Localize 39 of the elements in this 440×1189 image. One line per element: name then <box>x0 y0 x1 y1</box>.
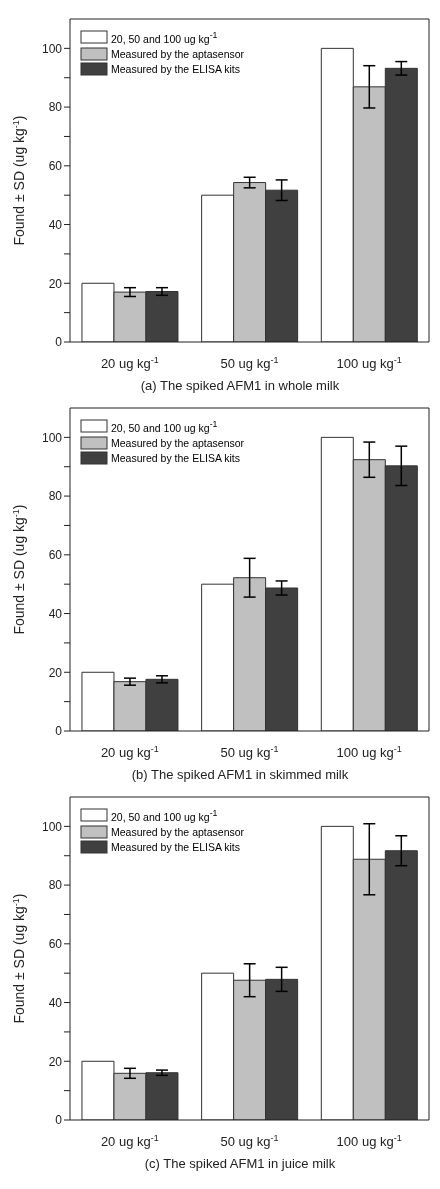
x-axis-title: (a) The spiked AFM1 in whole milk <box>139 378 341 393</box>
x-axis-title: (b) The spiked AFM1 in skimmed milk <box>130 767 350 782</box>
x-tick-label: 100 ug kg$^{-1}$ <box>336 744 402 760</box>
y-tick-label: 60 <box>48 937 63 952</box>
y-tick-label: 40 <box>48 606 63 621</box>
y-tick-label: 100 <box>41 819 63 834</box>
y-tick-label: 60 <box>48 548 63 563</box>
x-tick-label: 20 ug kg$^{-1}$ <box>100 1133 159 1149</box>
x-tick-label: 50 ug kg$^{-1}$ <box>220 744 279 760</box>
y-tick-label: 60 <box>48 159 63 174</box>
y-tick-label: 20 <box>48 1054 63 1069</box>
x-tick-label: 50 ug kg$^{-1}$ <box>220 1133 279 1149</box>
y-tick-label: 100 <box>41 41 63 56</box>
legend-label: 20, 50 and 100 ug kg$^{-1}$ <box>111 418 218 436</box>
x-tick-label: 100 ug kg$^{-1}$ <box>336 1133 402 1149</box>
legend-label: Measured by the aptasensor <box>111 824 245 840</box>
y-tick-label: 80 <box>48 489 63 504</box>
legend-label: Measured by the aptasensor <box>111 46 245 62</box>
y-tick-label: 40 <box>48 995 63 1010</box>
legend-label: 20, 50 and 100 ug kg$^{-1}$ <box>111 807 218 825</box>
y-tick-label: 0 <box>55 335 63 350</box>
y-tick-label: 40 <box>48 217 63 232</box>
y-tick-label: 100 <box>41 430 63 445</box>
y-tick-label: 0 <box>55 724 63 739</box>
legend-label: 20, 50 and 100 ug kg$^{-1}$ <box>111 29 218 47</box>
legend-label: Measured by the ELISA kits <box>111 61 240 77</box>
x-tick-label: 20 ug kg$^{-1}$ <box>100 355 159 371</box>
x-tick-label: 50 ug kg$^{-1}$ <box>220 355 279 371</box>
y-tick-label: 20 <box>48 276 63 291</box>
x-tick-label: 20 ug kg$^{-1}$ <box>100 744 159 760</box>
legend-label: Measured by the aptasensor <box>111 435 245 451</box>
x-axis-title: (c) The spiked AFM1 in juice milk <box>143 1156 337 1171</box>
legend-label: Measured by the ELISA kits <box>111 839 240 855</box>
y-tick-label: 0 <box>55 1113 63 1128</box>
y-tick-label: 80 <box>48 100 63 115</box>
y-tick-label: 20 <box>48 665 63 680</box>
x-tick-label: 100 ug kg$^{-1}$ <box>336 355 402 371</box>
legend-label: Measured by the ELISA kits <box>111 450 240 466</box>
y-tick-label: 80 <box>48 878 63 893</box>
